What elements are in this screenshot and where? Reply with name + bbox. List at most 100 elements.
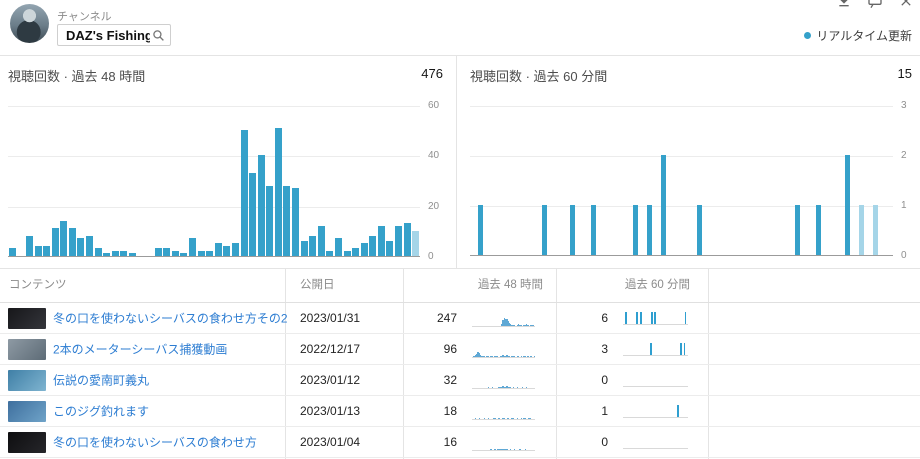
sparkline-60m [623, 374, 688, 388]
gridline [470, 156, 893, 157]
sparkline-48h [472, 403, 535, 421]
chart48-plot [8, 106, 420, 257]
chart-bar [171, 250, 179, 256]
chart-bar [206, 250, 214, 256]
chart-bar [326, 250, 334, 256]
video-title-link[interactable]: このジグ釣れます [53, 404, 150, 419]
channel-search-input[interactable] [57, 24, 171, 46]
chart-bar [541, 205, 547, 255]
chart-bar [696, 205, 702, 255]
chart-bar [60, 220, 68, 256]
sparkline-60m [623, 342, 688, 356]
close-icon[interactable] [898, 0, 914, 9]
sparkline-60m [623, 311, 688, 325]
chart60-title: 視聴回数 · 過去 60 分間 [470, 69, 608, 84]
download-icon[interactable] [836, 0, 852, 9]
table-top-border [0, 268, 920, 269]
table-rows: 冬の口を使わないシーバスの食わせ方その2 2023/01/31 247 6 2本のメータ… [0, 303, 920, 459]
table-header-border [0, 302, 920, 303]
table-col-border [285, 268, 286, 459]
search-icon[interactable] [152, 29, 165, 42]
chart-bar [872, 205, 878, 255]
chart-bar [283, 185, 291, 256]
video-title-link[interactable]: 冬の口を使わないシーバスの食わせ方その2 [53, 311, 288, 326]
chart-bar [25, 235, 33, 256]
chart60-plot [470, 106, 893, 256]
sparkline-48h [472, 372, 535, 390]
header-divider [0, 55, 920, 56]
chart-bar [300, 240, 308, 256]
video-title-link[interactable]: 伝説の愛南町義丸 [53, 373, 150, 388]
views-48h-value: 18 [443, 404, 457, 419]
sparkline-60m [623, 405, 688, 419]
table-row: 伝説の愛南町義丸 2023/01/12 32 0 [0, 365, 920, 397]
y-tick-label: 40 [428, 150, 440, 162]
chart-bar [377, 225, 385, 256]
chart-bar [633, 205, 639, 255]
chart-bar [111, 250, 119, 256]
table-col-border [403, 268, 404, 459]
views-48h-value: 32 [443, 372, 457, 387]
table-row: 冬の口を使わないシーバスの食わせ方その2 2023/01/31 247 6 [0, 303, 920, 334]
chart-bar [343, 250, 351, 256]
video-thumbnail[interactable] [8, 432, 46, 454]
gridline [8, 156, 420, 158]
gridline [8, 206, 420, 208]
video-title-link[interactable]: 2本のメーターシーバス捕獲動画 [53, 342, 228, 357]
chart-bar [43, 245, 51, 256]
sparkline-48h [472, 310, 535, 327]
chart-bar [795, 205, 801, 255]
chart-bar [154, 248, 162, 256]
views-48h-value: 16 [443, 435, 457, 450]
header-action-icons [836, 0, 914, 9]
table-row: 2本のメーターシーバス捕獲動画 2022/12/17 96 3 [0, 334, 920, 365]
chart-bar [86, 235, 94, 256]
x-axis-line [8, 256, 420, 257]
sparkline-48h [472, 434, 535, 452]
video-thumbnail[interactable] [8, 369, 46, 391]
col-header-published: 公開日 [300, 279, 335, 291]
chart60-total: 15 [897, 66, 912, 81]
chart-bar [240, 130, 248, 256]
video-thumbnail[interactable] [8, 401, 46, 423]
chart-bar [231, 243, 239, 256]
views-60m-value: 1 [601, 404, 608, 419]
realtime-dot-icon [804, 32, 812, 39]
gridline [470, 206, 893, 207]
y-tick-label: 0 [901, 250, 907, 261]
realtime-label: リアルタイム更新 [816, 29, 912, 43]
feedback-icon[interactable] [867, 0, 883, 9]
chart-bar [214, 243, 222, 256]
video-title-link[interactable]: 冬の口を使わないシーバスの食わせ方 [53, 435, 257, 450]
chart-bar [569, 205, 575, 255]
chart-bar [34, 245, 42, 256]
table-row: このジグ釣れます 2023/01/13 18 1 [0, 396, 920, 428]
x-axis-line [470, 255, 893, 256]
chart-bar [844, 155, 850, 255]
chart-bar [309, 235, 317, 256]
table-row: 冬の口を使わないシーバスの食わせ方 2023/01/04 16 0 [0, 427, 920, 459]
video-thumbnail[interactable] [8, 338, 46, 360]
chart48-total: 476 [421, 66, 443, 81]
views-60m-value: 0 [601, 372, 608, 387]
chart-bar [68, 228, 76, 256]
channel-avatar[interactable] [10, 4, 49, 43]
chart-bar [369, 235, 377, 256]
chart-bar [317, 225, 325, 256]
chart-bar [816, 205, 822, 255]
views-60m-value: 0 [601, 435, 608, 450]
chart-panel-divider [456, 56, 457, 268]
chart-bar [266, 185, 274, 256]
gridline [470, 106, 893, 107]
chart-bar [395, 225, 403, 256]
views-60m-value: 3 [601, 341, 608, 356]
y-tick-label: 2 [901, 150, 907, 161]
chart-bar [292, 188, 300, 256]
chart-bar [189, 238, 197, 256]
table-col-border [556, 268, 557, 459]
chart-bar [647, 205, 653, 255]
video-thumbnail[interactable] [8, 307, 46, 329]
chart-bar [403, 223, 411, 256]
sparkline-48h [472, 341, 536, 358]
